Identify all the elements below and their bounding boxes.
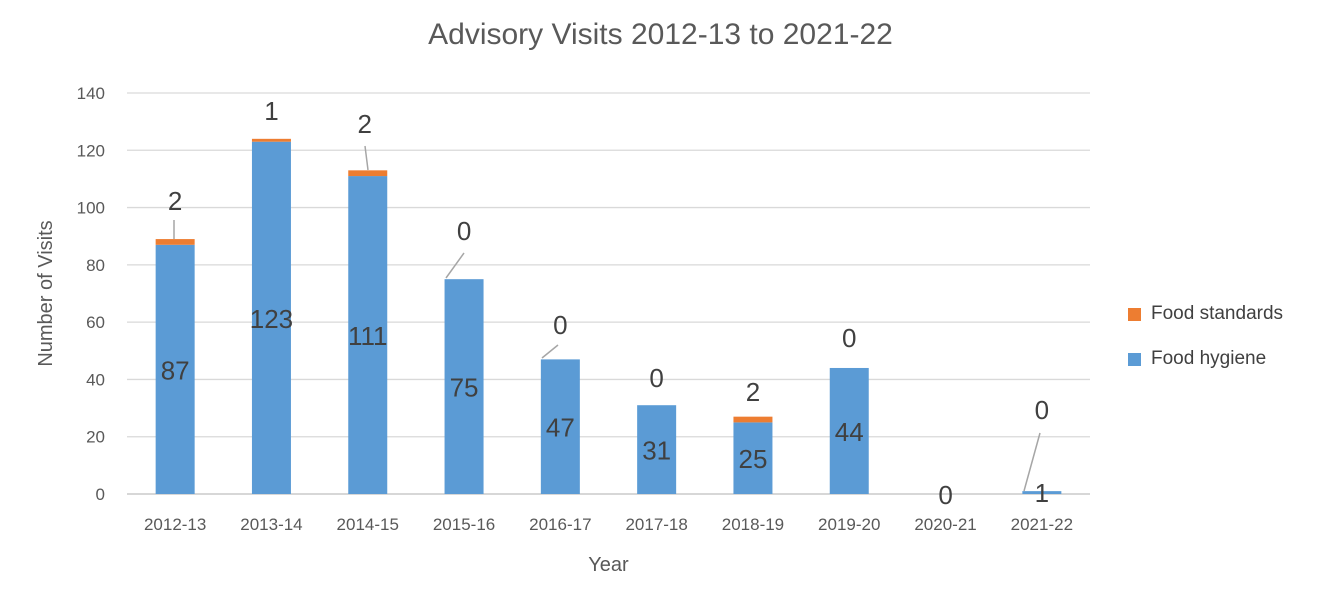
chart-legend: Food standards Food hygiene [1128,300,1318,390]
data-label-food-hygiene: 44 [835,417,864,447]
data-label-food-hygiene: 31 [642,436,671,466]
data-label-food-hygiene: 87 [161,355,190,385]
bar-food-hygiene [733,422,773,494]
data-label-food-hygiene: 111 [348,321,388,351]
legend-swatch-food-standards [1128,307,1141,321]
y-tick-label: 80 [86,256,105,275]
x-tick-label: 2019-20 [818,515,880,534]
leader-line [1023,432,1041,492]
bar-food-hygiene [155,244,195,494]
data-label-food-hygiene: 123 [250,304,293,334]
data-label-food-standards: 0 [553,310,567,340]
x-tick-label: 2013-14 [240,515,302,534]
legend-item-food-standards: Food standards [1128,300,1318,328]
leader-line [364,145,369,171]
data-label-food-hygiene: 47 [546,413,575,443]
chart-title: Advisory Visits 2012-13 to 2021-22 [428,18,893,51]
bar-food-standards [733,416,773,423]
y-tick-label: 40 [86,370,105,389]
y-tick-label: 20 [86,428,105,447]
x-tick-label: 2017-18 [625,515,687,534]
bar-food-standards [251,138,291,142]
x-tick-label: 2021-22 [1011,515,1073,534]
legend-label-food-standards: Food standards [1151,303,1284,324]
data-label-food-standards: 0 [842,323,856,353]
bar-food-standards [155,239,195,245]
y-tick-label: 140 [77,84,105,103]
bar-food-hygiene [1022,491,1062,494]
x-tick-label: 2015-16 [433,515,495,534]
data-label-food-hygiene: 0 [938,480,952,510]
bar-food-hygiene [637,405,677,494]
x-tick-label: 2012-13 [144,515,206,534]
x-axis-title: Year [588,554,629,576]
data-label-food-hygiene: 75 [450,373,479,403]
data-label-food-standards: 0 [1035,395,1049,425]
y-axis-title: Number of Visits [35,220,57,366]
legend-label-food-hygiene: Food hygiene [1151,348,1267,369]
bar-food-hygiene [444,279,484,494]
bar-food-hygiene [251,141,291,494]
bar-food-hygiene [540,359,580,494]
bar-food-hygiene [829,367,869,494]
x-tick-label: 2020-21 [914,515,976,534]
data-label-food-standards: 2 [168,186,182,216]
legend-swatch-food-hygiene [1128,352,1141,366]
data-label-food-standards: 2 [358,109,372,139]
leader-line [445,252,465,279]
y-tick-label: 120 [77,141,105,160]
data-label-food-standards: 0 [457,216,471,246]
data-label-food-hygiene: 25 [738,444,767,474]
y-tick-label: 60 [86,313,105,332]
bar-food-standards [348,170,388,177]
data-label-food-standards: 0 [649,363,663,393]
legend-item-food-hygiene: Food hygiene [1128,345,1318,373]
bar-food-hygiene [348,176,388,495]
y-tick-label: 100 [77,199,105,218]
y-tick-label: 0 [96,485,105,504]
leader-line [541,344,559,359]
x-tick-label: 2018-19 [722,515,784,534]
data-label-food-hygiene: 1 [1035,478,1049,508]
x-tick-label: 2016-17 [529,515,591,534]
data-label-food-standards: 2 [746,377,760,407]
data-label-food-standards: 1 [264,96,278,126]
x-tick-label: 2014-15 [337,515,399,534]
